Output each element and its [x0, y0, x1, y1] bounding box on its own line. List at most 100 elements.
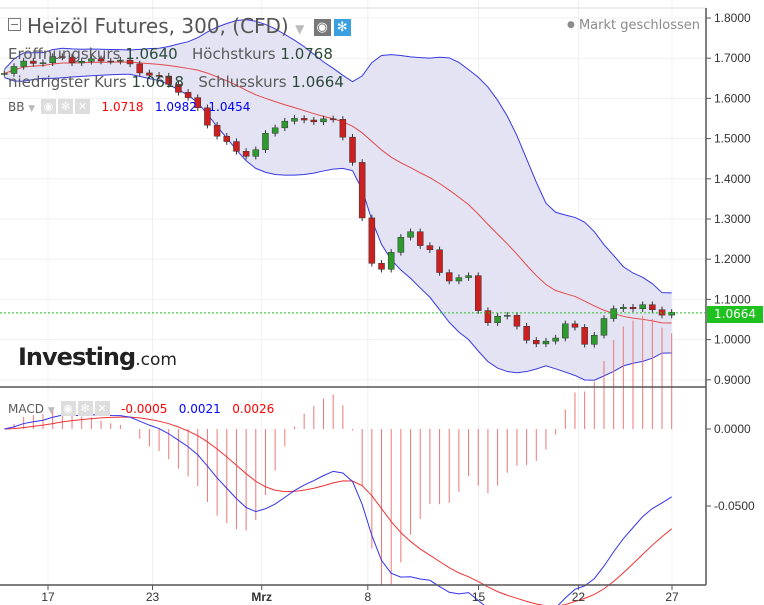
candle [542, 340, 550, 345]
axis-bg [706, 0, 764, 605]
candle [445, 272, 453, 282]
candle [455, 277, 463, 282]
bb-upper-line [3, 19, 672, 294]
candle [339, 119, 347, 138]
candle [368, 217, 376, 264]
ohlc-row-2: niedrigster Kurs 1.0618 Schlusskurs 1.06… [8, 73, 344, 91]
candle [620, 306, 627, 309]
price-tick-label: 1.8000 [714, 11, 751, 25]
eye-icon[interactable]: ◉ [41, 99, 57, 114]
price-tick-label: 1.1000 [714, 292, 751, 306]
gear-icon[interactable]: ✻ [58, 99, 74, 114]
market-status: ● Markt geschlossen [566, 18, 700, 33]
chart-title: Heizöl Futures, 300, (CFD) ▼ ◉ ✻ [8, 14, 351, 38]
macd-tick-label: -0.0500 [714, 499, 755, 513]
gear-icon[interactable]: ✻ [77, 401, 93, 416]
candle [136, 63, 143, 74]
chevron-down-icon[interactable]: ▼ [28, 104, 36, 114]
candle [387, 252, 395, 270]
candle [49, 56, 56, 64]
candle [59, 56, 66, 58]
candle [320, 118, 327, 123]
candle [484, 310, 492, 323]
candle [310, 119, 318, 123]
price-tick-label: 1.5000 [714, 132, 751, 146]
candle [552, 337, 559, 342]
candle [97, 58, 105, 62]
candle [155, 75, 163, 77]
candle [126, 59, 134, 65]
candle [465, 275, 472, 278]
candle [581, 327, 588, 345]
current-price-label: 1.0664 [707, 306, 763, 323]
candle [513, 315, 521, 327]
candle [639, 304, 646, 310]
candle [68, 56, 76, 64]
candle [668, 312, 675, 316]
candle [358, 162, 366, 219]
candle [39, 62, 47, 65]
candle [649, 304, 656, 310]
candle [213, 124, 221, 137]
price-tick-label: 1.6000 [714, 91, 751, 105]
eye-icon[interactable]: ◉ [313, 19, 331, 36]
bb-middle-line [4, 61, 672, 324]
candle [349, 136, 356, 163]
candle [175, 84, 182, 93]
candle [397, 236, 405, 253]
candle [271, 127, 279, 134]
candle [30, 60, 37, 64]
candle [242, 151, 250, 157]
close-icon[interactable]: ✕ [75, 99, 91, 114]
candle [629, 306, 637, 310]
candle [416, 231, 424, 246]
gear-icon[interactable]: ✻ [333, 19, 351, 36]
bb-legend: BB ▼ ◉ ✻ ✕ 1.0718 1.0982 1.0454 [8, 99, 251, 114]
candle [426, 245, 434, 250]
candle [291, 118, 298, 122]
time-tick-label: 8 [364, 590, 371, 604]
candle [117, 59, 124, 62]
price-tick-label: 1.2000 [714, 252, 751, 266]
price-tick-label: 1.3000 [714, 212, 751, 226]
price-tick-label: 0.9000 [714, 373, 751, 387]
bb-lower-line [4, 73, 672, 381]
candle [407, 231, 414, 238]
bb-band-fill [4, 19, 672, 381]
chevron-down-icon[interactable]: ▼ [47, 406, 55, 416]
candle [571, 323, 579, 328]
candle [165, 75, 172, 85]
time-tick-label: 17 [41, 590, 55, 604]
close-icon[interactable]: ✕ [94, 401, 110, 416]
candle [88, 58, 95, 62]
collapse-icon[interactable] [8, 18, 21, 31]
candle [474, 275, 482, 311]
candle [533, 340, 540, 345]
time-tick-label: 15 [472, 590, 486, 604]
candle [10, 66, 18, 74]
eye-icon[interactable]: ◉ [60, 401, 76, 416]
candle [223, 135, 231, 142]
time-tick-label: Mrz [251, 590, 272, 604]
macd-signal-line [4, 416, 673, 605]
chevron-down-icon[interactable]: ▼ [295, 22, 305, 36]
time-tick-label: 22 [572, 590, 586, 604]
candle [107, 60, 114, 63]
price-tick-label: 1.7000 [714, 51, 751, 65]
candle [329, 118, 337, 121]
price-tick-label: 1.0000 [714, 333, 751, 347]
ohlc-row-1: Eröffnungskurs 1.0640 Höchstkurs 1.0768 [8, 45, 333, 63]
candle [20, 60, 27, 67]
candle [1, 73, 8, 75]
candle [281, 120, 289, 129]
candle [194, 97, 202, 109]
candle [78, 61, 85, 64]
candle [610, 308, 617, 319]
candle [378, 263, 385, 270]
candle [436, 249, 443, 273]
candle [262, 133, 269, 150]
time-tick-label: 27 [665, 590, 679, 604]
candle [146, 72, 153, 76]
macd-legend: MACD ▼ ◉ ✻ ✕ -0.0005 0.0021 0.0026 [8, 401, 275, 416]
